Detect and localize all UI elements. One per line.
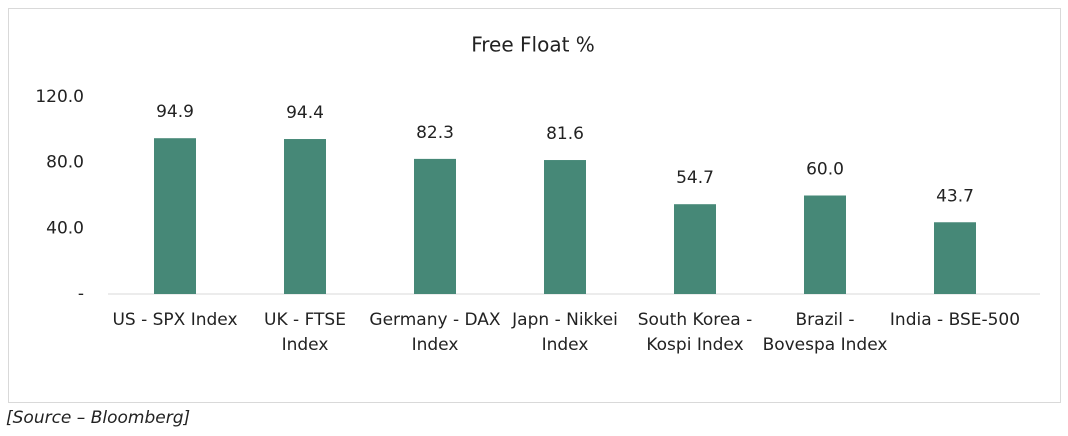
source-note: [Source – Bloomberg] — [6, 408, 191, 428]
data-label: 54.7 — [676, 168, 714, 188]
data-label: 60.0 — [806, 160, 844, 180]
x-tick-label: UK - FTSE Index — [264, 310, 346, 355]
y-tick-label: 40.0 — [46, 218, 84, 238]
data-label: 82.3 — [416, 123, 454, 143]
x-tick-label: Germany - DAX Index — [369, 310, 501, 355]
bar — [284, 139, 326, 294]
data-label: 81.6 — [546, 124, 584, 144]
data-label: 94.9 — [156, 102, 194, 122]
bar — [934, 222, 976, 294]
bar — [414, 158, 456, 294]
x-tick-label: Japn - Nikkei Index — [512, 310, 618, 355]
x-tick-label: India - BSE-500 — [889, 310, 1021, 330]
data-label: 43.7 — [936, 186, 974, 206]
bar — [154, 138, 196, 294]
bar — [804, 195, 846, 294]
y-tick-label: 120.0 — [35, 87, 84, 107]
y-tick-label: - — [78, 284, 84, 304]
x-tick-label: US - SPX Index — [112, 310, 238, 330]
y-tick-label: 80.0 — [46, 153, 84, 173]
bar — [674, 204, 716, 294]
bar — [544, 160, 586, 294]
data-label: 94.4 — [286, 103, 324, 123]
chart-title: Free Float % — [471, 33, 595, 57]
x-tick-label: Brazil - Bovespa Index — [762, 310, 888, 355]
x-tick-label: South Korea - Kospi Index — [637, 310, 753, 355]
